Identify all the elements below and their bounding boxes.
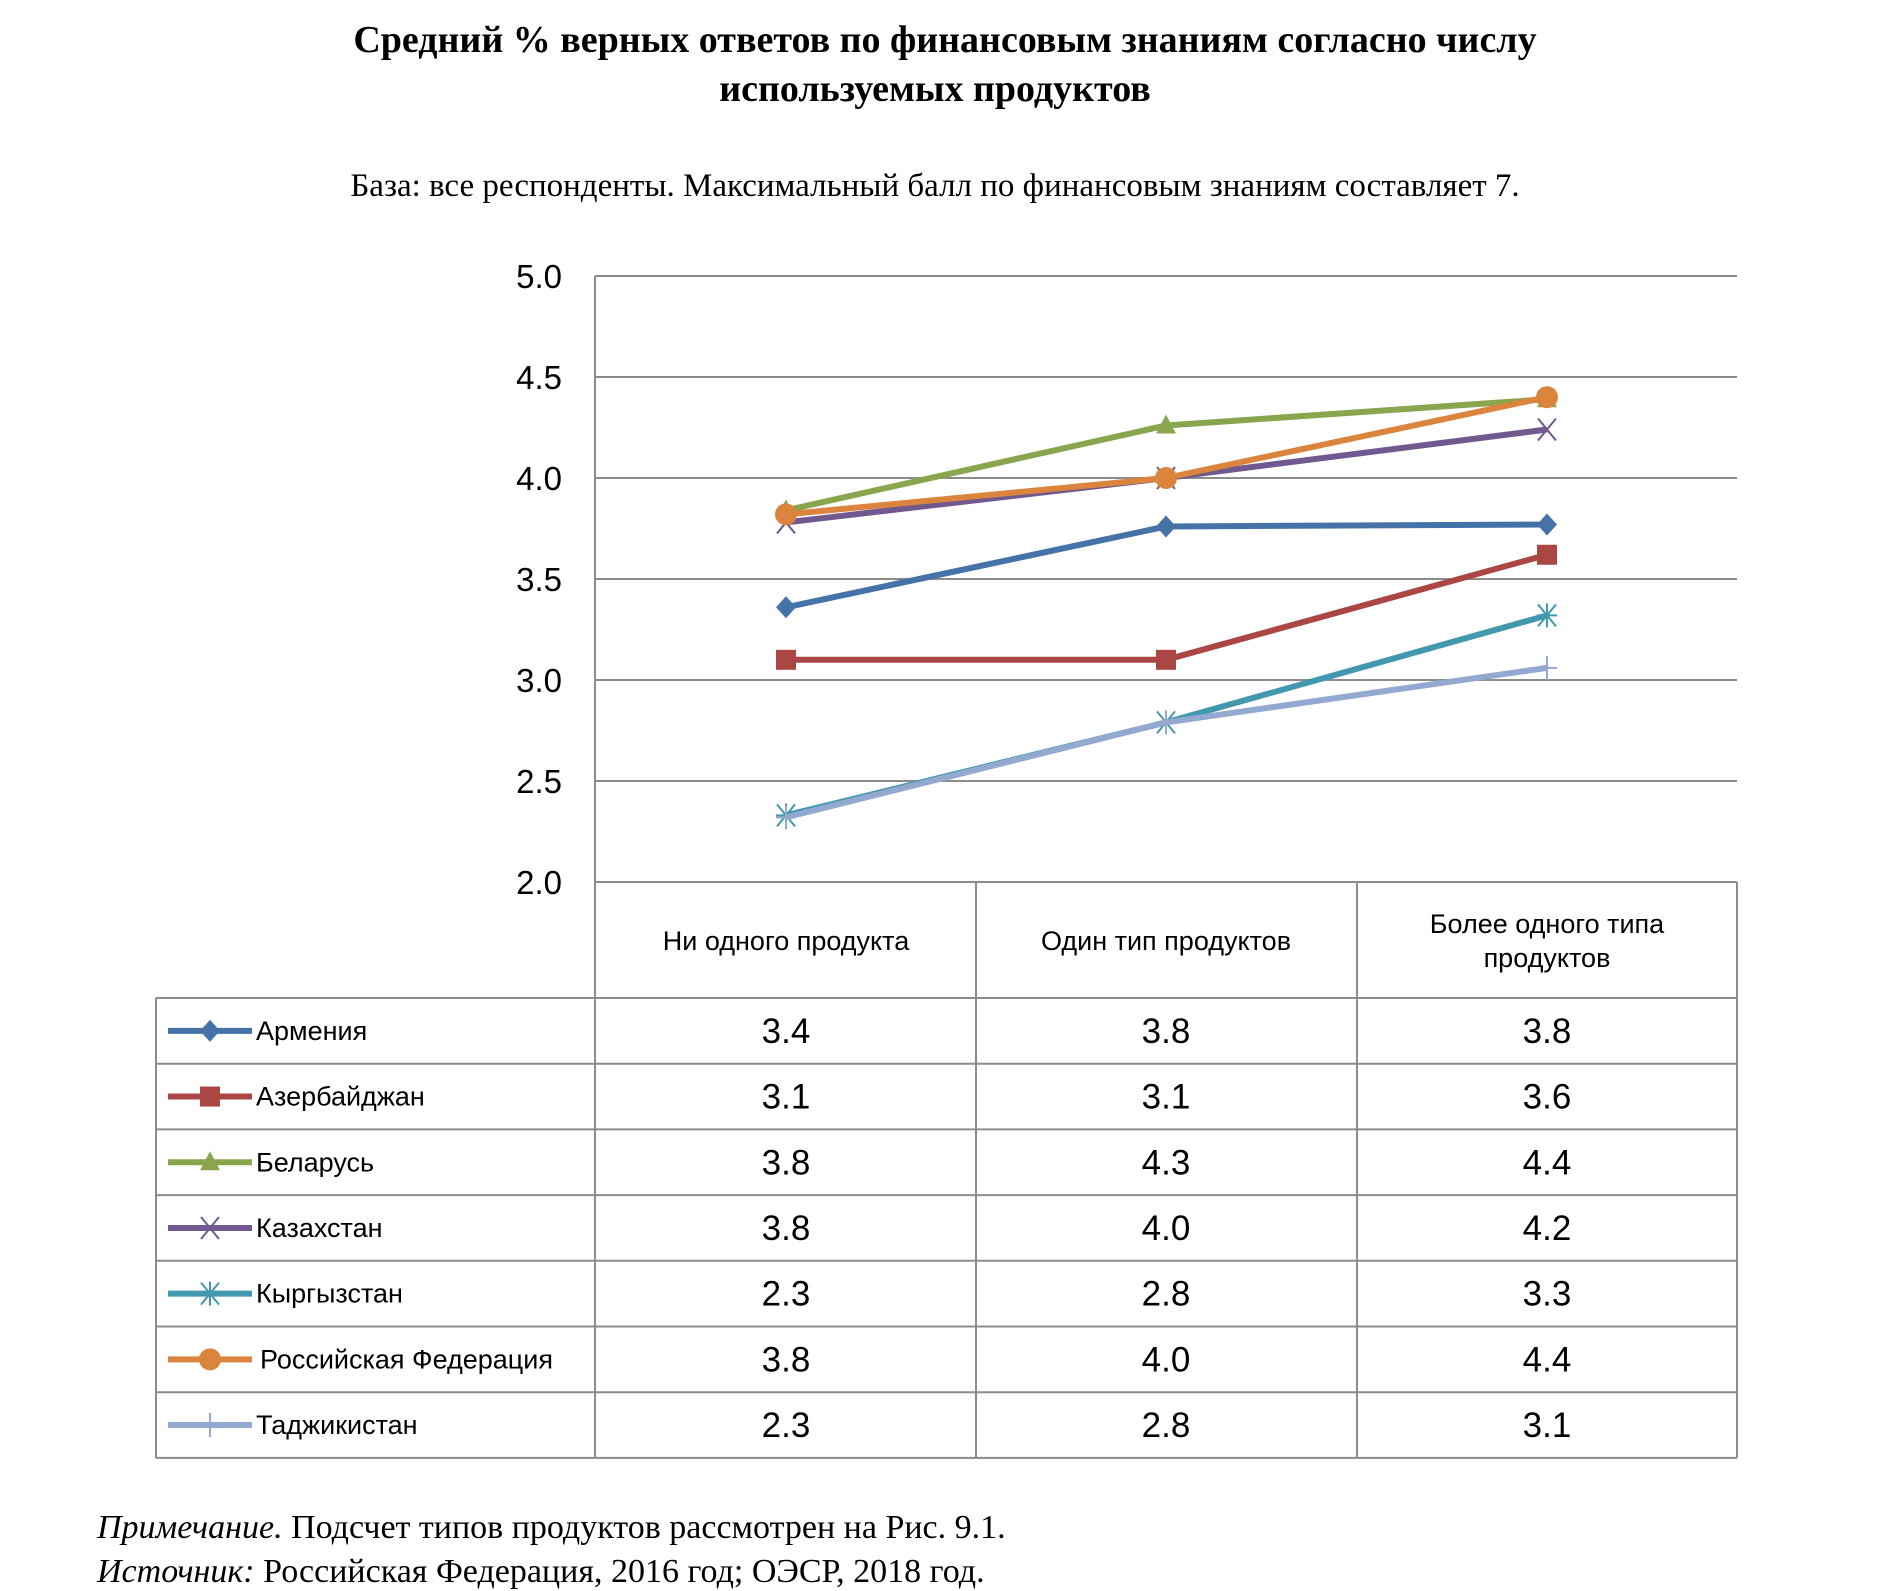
table-value: 4.3 [1142, 1143, 1191, 1182]
table-value: 3.3 [1523, 1275, 1572, 1314]
chart-title-line2: используемых продуктов [719, 68, 1151, 110]
table-value: 2.3 [762, 1275, 811, 1314]
series-6 [776, 655, 1557, 830]
plus-marker [1156, 710, 1176, 735]
table-value: 4.0 [1142, 1209, 1191, 1248]
square-marker [1537, 544, 1557, 565]
square-marker [200, 1086, 220, 1107]
circle-marker [775, 503, 797, 526]
legend-label: Беларусь [256, 1147, 374, 1177]
data-table: Ни одного продукта Один тип продуктов Боле… [155, 881, 1738, 1459]
series-line [785, 664, 1548, 821]
plus-marker [776, 805, 796, 830]
table-value: 3.4 [762, 1012, 811, 1051]
table-value: 2.3 [762, 1406, 811, 1445]
source: Источник: Российская Федерация, 2016 год… [96, 1553, 985, 1590]
series-1 [776, 544, 1557, 670]
y-tick-label: 3.5 [516, 561, 562, 598]
y-tick-label: 3.0 [516, 662, 562, 699]
table-value: 3.1 [762, 1078, 811, 1117]
chart-subtitle: База: все респонденты. Максимальный балл… [350, 168, 1519, 204]
circle-marker [1536, 386, 1558, 409]
legend-label: Армения [256, 1016, 367, 1046]
plus-marker [1537, 655, 1557, 680]
plus-marker [200, 1413, 220, 1438]
y-tick-label: 4.5 [516, 359, 562, 396]
category-header: Ни одного продукта [663, 926, 910, 956]
circle-marker [1155, 467, 1177, 489]
table-value: 4.0 [1142, 1340, 1191, 1379]
legend-key [168, 1413, 252, 1438]
y-tick-label: 2.0 [516, 864, 562, 901]
table-value: 3.8 [762, 1340, 811, 1379]
series-line [785, 394, 1548, 518]
y-axis-ticks: 2.0 2.5 3.0 3.5 4.0 4.5 5.0 [516, 258, 562, 901]
series-lines [775, 386, 1558, 830]
source-label: Источник: [96, 1553, 255, 1590]
star-marker [200, 1281, 220, 1306]
category-header: Один тип продуктов [1041, 926, 1291, 956]
series-5 [775, 386, 1558, 526]
table-value: 3.8 [762, 1143, 811, 1182]
legend-label: Казахстан [256, 1213, 383, 1243]
table-value: 4.4 [1523, 1143, 1572, 1182]
table-value: 2.8 [1142, 1275, 1191, 1314]
circle-marker [199, 1348, 221, 1371]
source-text: Российская Федерация, 2016 год; ОЭСР, 20… [255, 1553, 985, 1590]
series-0 [776, 513, 1557, 619]
note-text: Подсчет типов продуктов рассмотрен на Ри… [283, 1509, 1006, 1546]
star-marker [1537, 603, 1557, 628]
table-value: 3.1 [1523, 1406, 1572, 1445]
legend-label: Кыргызстан [256, 1279, 403, 1309]
legend-label: Азербайджан [256, 1082, 425, 1112]
table-value: 3.6 [1523, 1078, 1572, 1117]
diamond-marker [1537, 513, 1557, 536]
note-label: Примечание. [96, 1509, 283, 1546]
series-line [786, 551, 1548, 663]
square-marker [776, 649, 796, 670]
table-value: 2.8 [1142, 1406, 1191, 1445]
x-marker [1537, 417, 1557, 442]
legend-key [168, 1151, 252, 1171]
legend-key [168, 1086, 252, 1107]
diamond-marker [1156, 515, 1176, 538]
legend-label: Российская Федерация [260, 1344, 553, 1374]
table-value: 4.2 [1523, 1209, 1572, 1248]
square-marker [1156, 649, 1176, 670]
category-header: продуктов [1484, 943, 1611, 973]
category-header: Более одного типа [1430, 909, 1665, 939]
table-value: 4.4 [1523, 1340, 1572, 1379]
y-tick-label: 2.5 [516, 763, 562, 800]
series-2 [776, 388, 1557, 519]
legend-label: Таджикистан [256, 1410, 418, 1440]
note: Примечание. Подсчет типов продуктов расс… [96, 1509, 1006, 1546]
legend-key [168, 1019, 252, 1042]
table-value: 3.1 [1142, 1078, 1191, 1117]
legend-key [168, 1348, 252, 1371]
chart-title-line1: Средний % верных ответов по финансовым з… [353, 19, 1536, 61]
y-tick-label: 5.0 [516, 258, 562, 295]
table-value: 3.8 [1142, 1012, 1191, 1051]
legend-key [168, 1281, 252, 1306]
diamond-marker [200, 1019, 220, 1042]
triangle-marker [200, 1151, 220, 1171]
gridlines [594, 275, 1737, 883]
legend-key [168, 1216, 252, 1240]
diamond-marker [776, 596, 796, 619]
table-value: 3.8 [1523, 1012, 1572, 1051]
triangle-marker [1156, 414, 1176, 434]
table-value: 3.8 [762, 1209, 811, 1248]
x-marker [200, 1216, 220, 1240]
y-tick-label: 4.0 [516, 460, 562, 497]
